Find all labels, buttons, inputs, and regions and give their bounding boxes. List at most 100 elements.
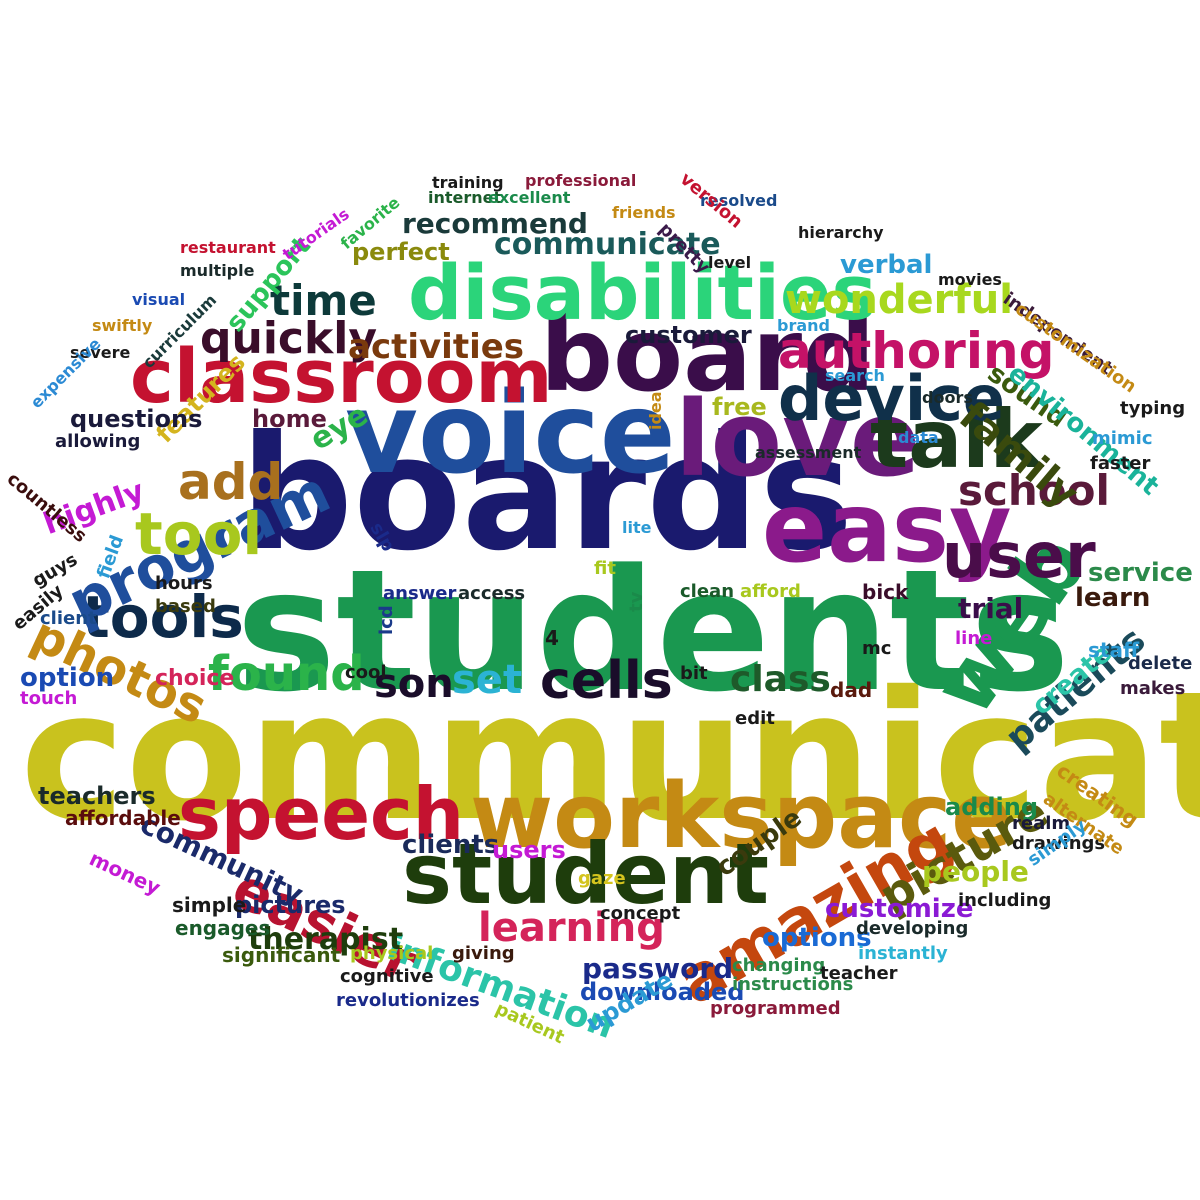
word: wonderful [785, 277, 1013, 323]
word: faster [1090, 453, 1151, 474]
word: afford [740, 581, 801, 602]
word: giving [452, 943, 515, 964]
word: fit [594, 558, 616, 579]
word: significant [222, 943, 341, 967]
word: delete [1128, 653, 1193, 674]
word: son [374, 661, 454, 707]
word: found [208, 646, 365, 702]
word: downloaded [580, 978, 745, 1006]
word: time [270, 276, 377, 325]
word: recommend [402, 207, 588, 240]
word: drawings [1012, 833, 1106, 854]
word: questions [70, 405, 203, 433]
word: search [825, 366, 885, 385]
word: quickly [200, 313, 378, 364]
word: professional [525, 171, 637, 190]
word: therapist [248, 922, 404, 957]
word: love [675, 378, 921, 500]
word: idea [646, 391, 665, 430]
word: cells [540, 651, 673, 711]
word: cool [345, 662, 387, 683]
word: access [458, 583, 526, 604]
word: mc [862, 638, 892, 659]
word: bit [680, 663, 708, 684]
word: student [402, 825, 770, 923]
word: including [958, 890, 1052, 911]
word: restaurant [180, 238, 276, 257]
word: options [762, 923, 872, 953]
word: trial [958, 592, 1024, 625]
word: authoring [778, 322, 1055, 380]
word: assessment [755, 443, 862, 462]
word: pictures [235, 891, 346, 919]
word: revolutionizes [336, 990, 480, 1011]
word: learning [478, 905, 665, 951]
word: boards [240, 402, 854, 586]
word: gaze [578, 868, 626, 889]
word: hierarchy [798, 223, 884, 242]
word: edit [735, 708, 775, 729]
word: based [155, 596, 216, 617]
word: touch [20, 688, 78, 709]
word: teachers [38, 782, 156, 810]
word: affordable [65, 806, 181, 830]
word: communicate [494, 227, 721, 262]
word: voice [345, 369, 676, 499]
word: excellent [488, 188, 571, 207]
word: activities [348, 327, 525, 367]
word: customer [625, 321, 752, 349]
word: password [582, 952, 734, 985]
word: concept [600, 903, 681, 924]
word: option [20, 663, 115, 693]
word: device [778, 362, 1005, 435]
word: typing [1120, 398, 1186, 419]
word: client [40, 608, 97, 629]
word: allowing [55, 431, 141, 452]
word: perfect [352, 238, 450, 266]
word: class [730, 659, 831, 700]
word: physical [350, 943, 434, 964]
word: speech [178, 772, 464, 856]
word: tv [626, 591, 647, 612]
word: level [708, 253, 752, 272]
word: choice [155, 666, 235, 691]
word: expensive [26, 334, 105, 413]
word: disabilities [408, 248, 877, 337]
word: bick [862, 580, 909, 604]
word: developing [856, 918, 969, 939]
word: data [898, 428, 939, 447]
word: internet [428, 188, 502, 207]
word: line [955, 628, 993, 649]
word: hours [155, 573, 213, 594]
word: users [492, 836, 566, 864]
word: resolved [700, 191, 778, 210]
word: clean [680, 581, 735, 602]
word: customize [825, 894, 974, 924]
word: friends [612, 203, 676, 222]
word: swiftly [92, 316, 153, 335]
word: lite [622, 518, 652, 537]
word: instantly [858, 943, 948, 964]
word: answer [383, 583, 457, 604]
word: simple [172, 893, 247, 917]
word: tool [135, 500, 263, 568]
word: cognitive [340, 966, 434, 987]
word: engages [175, 916, 271, 940]
word: dad [830, 678, 873, 702]
word: workspace [470, 764, 1013, 869]
word: students [236, 533, 1071, 729]
word: learn [1075, 583, 1151, 613]
word: classroom [130, 334, 553, 420]
word: changing [732, 955, 826, 976]
word: service [1088, 558, 1193, 588]
word: visual [132, 290, 186, 309]
word: tools [82, 583, 244, 651]
word: instructions [732, 974, 854, 995]
word: talk [870, 393, 1043, 486]
word: board [540, 296, 876, 415]
word: lcd [376, 605, 397, 635]
word: teacher [820, 963, 898, 984]
word: brand [777, 316, 830, 335]
word: makes [1120, 678, 1186, 699]
